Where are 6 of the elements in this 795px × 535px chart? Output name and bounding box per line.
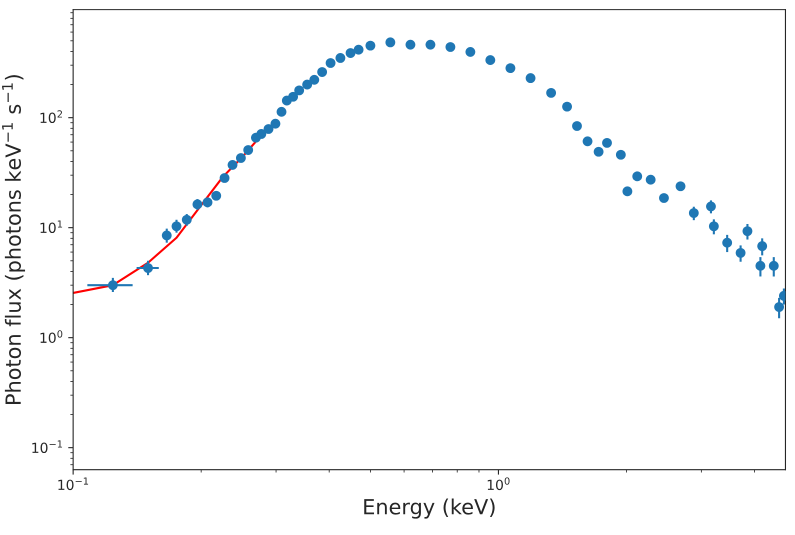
y-tick-label: 10$^{−1}$ <box>32 440 62 454</box>
x-axis-title: Energy (keV) <box>364 498 495 519</box>
y-tick-label: 10$^{1}$ <box>40 220 62 234</box>
y-tick-label: 10$^{2}$ <box>40 110 62 124</box>
y-axis-title: Photon flux (photons keV$^{−1}$ s$^{−1}$) <box>2 75 26 404</box>
y-tick-label: 10$^{0}$ <box>40 330 62 344</box>
